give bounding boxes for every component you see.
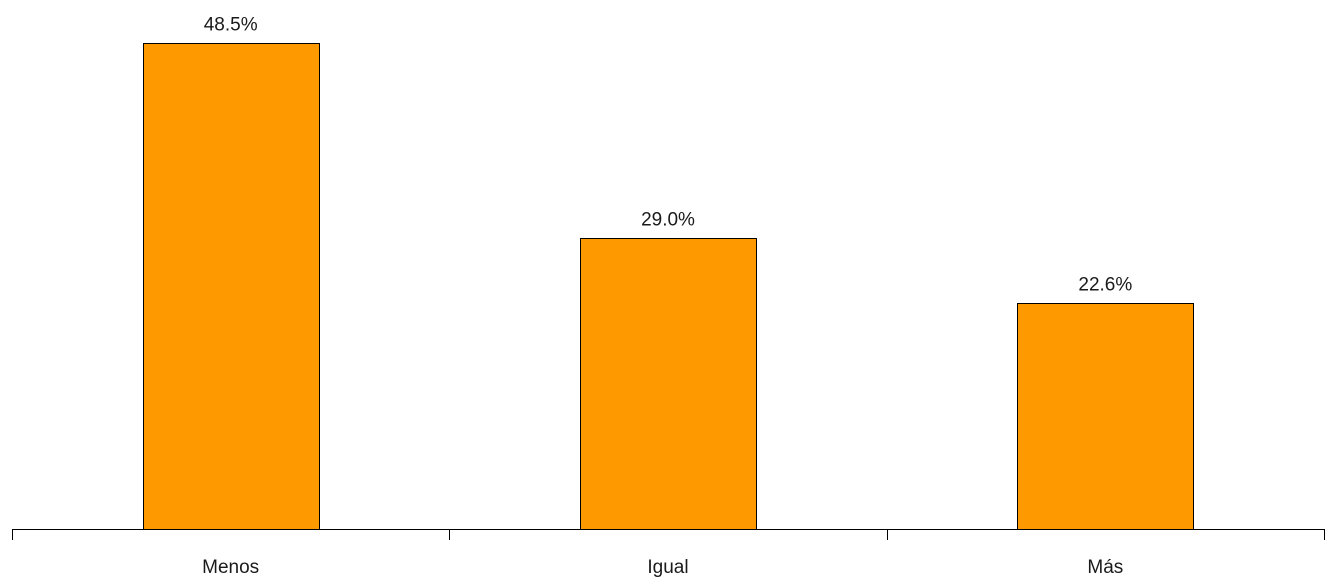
x-axis-ticks-group — [12, 529, 1325, 540]
data-label-igual: 29.0% — [641, 210, 695, 231]
bar-igual — [580, 238, 757, 530]
category-label-igual: Igual — [647, 557, 688, 578]
category-label-más: Más — [1087, 557, 1123, 578]
category-label-menos: Menos — [202, 557, 259, 578]
bars-group — [143, 43, 1194, 530]
data-label-más: 22.6% — [1078, 275, 1132, 296]
data-labels-group: 48.5% 29.0% 22.6% — [204, 15, 1133, 296]
bar-más — [1017, 303, 1194, 530]
data-label-menos: 48.5% — [204, 15, 258, 36]
category-labels-group: Menos Igual Más — [202, 557, 1123, 578]
bar-menos — [143, 43, 320, 530]
